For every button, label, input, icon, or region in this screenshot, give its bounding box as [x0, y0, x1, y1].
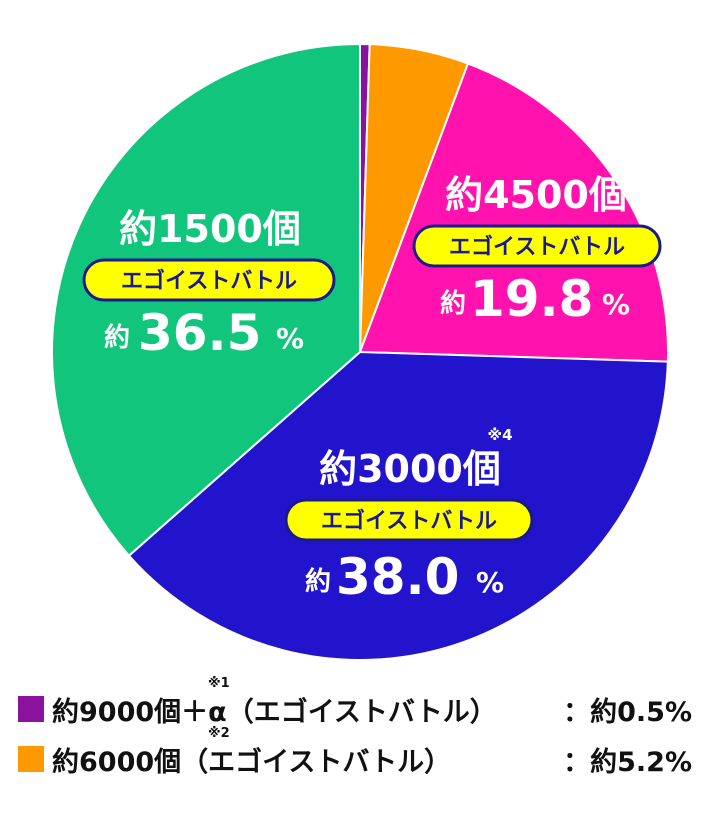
legend-row-6000: 約6000個（エゴイストバトル） ※2 ：約5.2%	[18, 726, 698, 784]
count-3000: 約3000個	[319, 447, 501, 491]
legend: 約9000個＋α（エゴイストバトル） ※1 ：約0.5% 約6000個（エゴイス…	[18, 676, 698, 784]
legend-swatch-orange	[18, 746, 44, 772]
note-3000: ※4	[487, 426, 512, 444]
yaku-1500: 約	[104, 322, 130, 353]
label-1500: 約1500個 エゴイストバトル 約 36.5 %	[82, 207, 336, 362]
pill-1500	[82, 258, 336, 302]
count-1500: 約1500個	[119, 207, 301, 251]
pct-4500: 19.8	[470, 270, 593, 328]
note-4500: ※3	[615, 150, 640, 168]
legend-value-9000: ：約0.5%	[563, 697, 692, 728]
pill-4500	[412, 224, 662, 268]
label-4500: ※3 約4500個 エゴイストバトル 約 19.8 %	[412, 150, 662, 328]
legend-label-6000: 約6000個（エゴイストバトル）	[52, 747, 452, 778]
legend-note-2: ※2	[208, 726, 230, 741]
unit-1500: %	[276, 322, 304, 355]
pill-3000	[284, 498, 534, 542]
count-4500: 約4500個	[445, 173, 627, 217]
unit-4500: %	[602, 288, 630, 321]
pie-chart: ※3 約4500個 エゴイストバトル 約 19.8 % ※4 約3000個 エゴ…	[51, 42, 669, 661]
legend-swatch-purple	[18, 696, 44, 722]
legend-row-9000: 約9000個＋α（エゴイストバトル） ※1 ：約0.5%	[18, 676, 698, 734]
legend-value-6000: ：約5.2%	[563, 747, 692, 778]
label-3000: ※4 約3000個 エゴイストバトル 約 38.0 %	[284, 426, 534, 606]
unit-3000: %	[476, 566, 504, 599]
pct-1500: 36.5	[138, 304, 261, 362]
yaku-4500: 約	[440, 288, 466, 319]
pill-text-4500: エゴイストバトル	[449, 234, 625, 260]
legend-label-9000: 約9000個＋α（エゴイストバトル）	[52, 697, 497, 728]
pie-slice-s4500	[358, 62, 669, 363]
pct-3000: 38.0	[336, 548, 459, 606]
pill-text-3000: エゴイストバトル	[321, 508, 497, 534]
yaku-3000: 約	[305, 566, 331, 597]
legend-note-1: ※1	[208, 676, 230, 691]
pill-text-1500: エゴイストバトル	[121, 268, 297, 294]
